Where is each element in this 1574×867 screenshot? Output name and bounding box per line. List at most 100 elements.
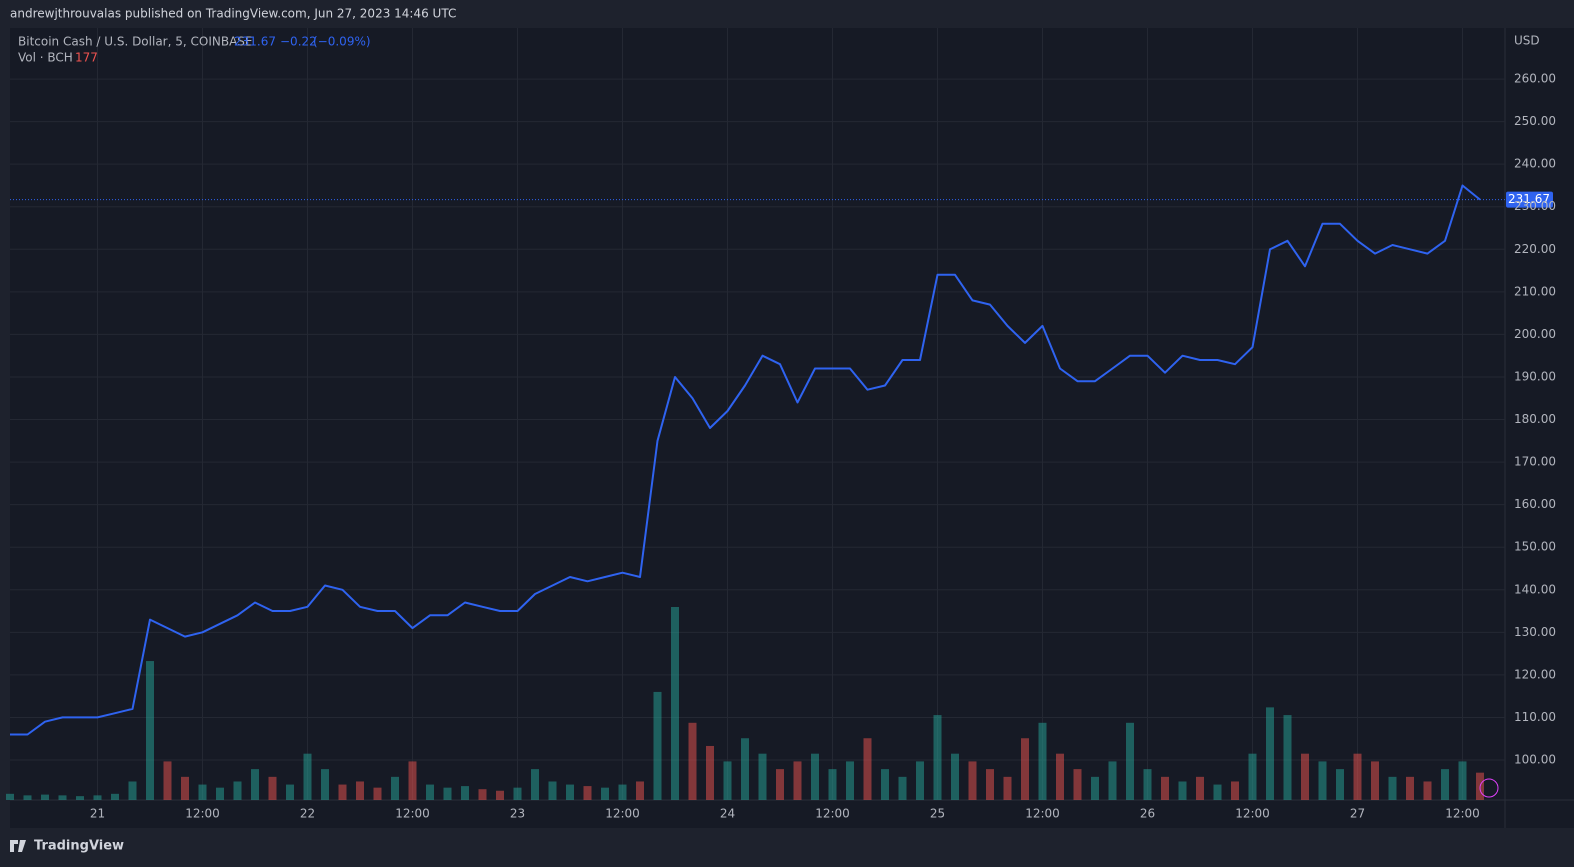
volume-bar [58,795,67,800]
volume-bar [303,753,312,800]
volume-bar [41,794,49,800]
volume-bar [1423,781,1432,800]
volume-bar [1441,769,1449,800]
volume-bar [496,790,504,800]
change: −0.22 [280,35,317,49]
y-tick-label: 170.00 [1514,455,1556,469]
y-tick-label: 110.00 [1514,710,1556,724]
brand: TradingView [34,839,124,854]
volume-bar [688,722,697,800]
volume-bar [128,781,137,800]
last-price-badge [1506,191,1553,208]
volume-last: 177 [75,51,98,65]
y-tick-label: 160.00 [1514,497,1556,511]
volume-bar [811,753,819,800]
volume-bar [93,795,102,800]
x-tick-label: 23 [510,807,525,821]
x-tick-label: 27 [1350,807,1365,821]
volume-bar [1056,753,1064,800]
volume-bar [566,784,574,800]
volume-bar [1231,781,1239,800]
volume-bar [1143,769,1152,800]
volume-bar [1406,776,1414,800]
volume-bar [828,769,837,800]
volume-bar [1301,753,1309,800]
last-price-badge-label: 231.67 [1508,192,1550,206]
volume-bar [1126,722,1134,800]
volume-bar [1318,761,1327,800]
change-pct: (−0.09%) [313,35,371,49]
volume-bar [1353,753,1362,800]
volume-bar [478,789,487,800]
volume-bar [251,769,259,800]
volume-bar [6,793,14,800]
volume-bar [968,761,977,800]
y-tick-label: 100.00 [1514,752,1556,766]
x-tick-label: 12:00 [395,807,430,821]
volume-bar [1336,769,1344,800]
volume-label: Vol · BCH [18,51,73,65]
volume-bar [146,661,154,800]
volume-bar [321,769,329,800]
x-tick-label: 12:00 [1025,807,1060,821]
brand-logo [10,840,26,852]
volume-bar [513,787,522,800]
volume-bar [776,769,784,800]
y-tick-label: 180.00 [1514,412,1556,426]
volume-bar [723,761,732,800]
volume-bar [408,761,417,800]
flash-icon[interactable] [1479,778,1499,798]
volume-bar [356,781,364,800]
x-tick-label: 25 [930,807,945,821]
volume-bar [986,769,994,800]
y-tick-label: 120.00 [1514,667,1556,681]
volume-bar [1213,784,1222,800]
volume-bar [758,753,767,800]
volume-bar [793,761,802,800]
x-tick-label: 12:00 [815,807,850,821]
volume-bar [1283,715,1292,800]
volume-bar [23,795,32,800]
volume-bar [233,781,242,800]
volume-bar [198,784,207,800]
volume-bar [916,761,924,800]
volume-bar [1371,761,1379,800]
volume-bar [443,787,452,800]
y-tick-label: 200.00 [1514,327,1556,341]
price-line [10,184,1481,736]
volume-bar [1091,776,1099,800]
volume-bar [601,787,609,800]
volume-bar [426,784,434,800]
y-tick-label: 220.00 [1514,242,1556,256]
x-tick-label: 22 [300,807,315,821]
volume-bar [636,781,644,800]
volume-bar [863,738,872,800]
volume-bar [111,793,119,800]
volume-bar [268,776,277,800]
x-tick-label: 12:00 [605,807,640,821]
last-price: 231.67 [234,35,276,49]
volume-bar [163,761,172,800]
volume-bar [671,607,679,800]
x-tick-label: 12:00 [1445,807,1480,821]
x-tick-label: 21 [90,807,105,821]
volume-bar [373,787,382,800]
volume-bar [1458,761,1467,800]
volume-bar [461,786,469,800]
volume-bar [881,769,889,800]
volume-bar [1003,776,1012,800]
y-tick-label: 190.00 [1514,369,1556,383]
volume-bar [1021,738,1029,800]
y-tick-label: 210.00 [1514,284,1556,298]
y-tick-label: 130.00 [1514,625,1556,639]
volume-bar [933,715,942,800]
y-tick-label: 260.00 [1514,72,1556,86]
y-tick-label: 250.00 [1514,114,1556,128]
volume-bar [1248,753,1257,800]
volume-bar [181,776,189,800]
publisher: andrewjthrouvalas published on TradingVi… [10,7,456,21]
volume-bar [548,781,557,800]
volume-bar [531,769,539,800]
volume-bar [338,784,347,800]
volume-bar [653,691,662,800]
